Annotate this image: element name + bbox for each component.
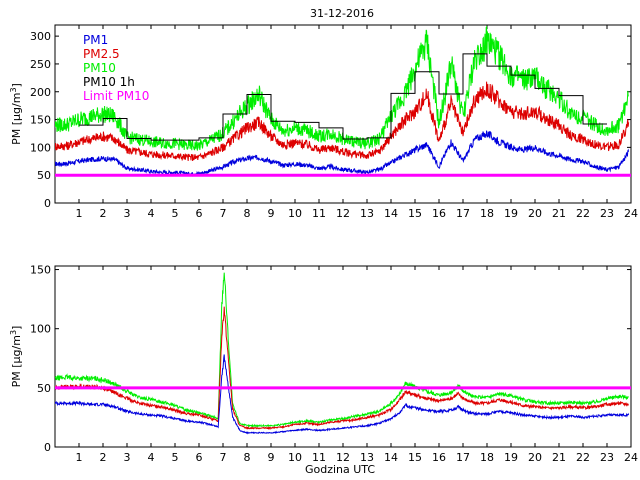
x-tick-label: 9: [268, 207, 275, 220]
x-tick-label: 5: [172, 451, 179, 464]
x-tick-label: 18: [480, 451, 494, 464]
x-tick-label: 14: [384, 207, 398, 220]
y-tick-label: 0: [44, 441, 51, 454]
x-tick-label: 7: [220, 451, 227, 464]
x-tick-label: 23: [600, 451, 614, 464]
x-tick-label: 13: [360, 451, 374, 464]
x-tick-label: 3: [124, 207, 131, 220]
legend-entry: PM1: [83, 33, 108, 47]
x-tick-label: 8: [244, 451, 251, 464]
y-axis-label-text: PM [µg/m: [10, 335, 23, 387]
y-tick-label: 100: [30, 141, 51, 154]
y-tick-label: 250: [30, 58, 51, 71]
x-tick-label: 2: [100, 207, 107, 220]
x-tick-label: 1: [76, 207, 83, 220]
y-axis-label-text: PM [µg/m: [10, 93, 23, 145]
y-axis-label-sup: 3: [9, 330, 18, 335]
x-tick-label: 6: [196, 451, 203, 464]
y-tick-label: 50: [37, 169, 51, 182]
x-tick-label: 16: [432, 451, 446, 464]
y-axis-label: PM [µg/m3]: [9, 326, 23, 388]
x-tick-label: 10: [288, 451, 302, 464]
plot-area: [55, 272, 631, 435]
x-tick-label: 12: [336, 451, 350, 464]
series-line-pm25: [55, 81, 630, 162]
x-tick-label: 21: [552, 451, 566, 464]
x-tick-label: 20: [528, 207, 542, 220]
x-axis-label: Godzina UTC: [305, 463, 375, 476]
x-tick-label: 9: [268, 451, 275, 464]
y-tick-label: 200: [30, 86, 51, 99]
x-tick-label: 6: [196, 207, 203, 220]
x-tick-label: 3: [124, 451, 131, 464]
legend-entry: PM10 1h: [83, 75, 135, 89]
y-tick-label: 150: [30, 114, 51, 127]
x-tick-label: 14: [384, 451, 398, 464]
x-tick-label: 4: [148, 451, 155, 464]
y-tick-label: 150: [30, 264, 51, 277]
x-tick-label: 15: [408, 207, 422, 220]
x-tick-label: 17: [456, 451, 470, 464]
y-tick-label: 50: [37, 382, 51, 395]
series-line-pm10: [55, 25, 629, 151]
x-tick-label: 1: [76, 451, 83, 464]
x-tick-label: 16: [432, 207, 446, 220]
x-tick-label: 19: [504, 207, 518, 220]
y-axis-label-end: ]: [10, 83, 23, 87]
x-tick-label: 8: [244, 207, 251, 220]
x-tick-label: 2: [100, 451, 107, 464]
plot-area: [55, 25, 631, 177]
x-tick-label: 19: [504, 451, 518, 464]
x-tick-label: 4: [148, 207, 155, 220]
x-tick-label: 18: [480, 207, 494, 220]
panel-bottom: 1 2 3 4 5 6 7 8 9 10 11 12 13 14 15 16 17 18 19 20 21 22 23 240…: [9, 264, 638, 464]
y-axis-label: PM [µg/m3]: [9, 83, 23, 145]
x-tick-label: 20: [528, 451, 542, 464]
x-tick-label: 15: [408, 451, 422, 464]
y-tick-label: 0: [44, 197, 51, 210]
panel-top: 1 2 3 4 5 6 7 8 9 10 11 12 13 14 15 16 17 18 19 20 21 22 23 240…: [9, 24, 638, 220]
x-tick-label: 17: [456, 207, 470, 220]
y-tick-label: 100: [30, 323, 51, 336]
legend-entry: Limit PM10: [83, 89, 149, 103]
series-line-pm1: [55, 354, 630, 435]
x-tick-label: 12: [336, 207, 350, 220]
series-line-pm1: [55, 130, 630, 177]
y-axis-label-sup: 3: [9, 87, 18, 92]
x-tick-label: 11: [312, 451, 326, 464]
legend-entry: PM10: [83, 61, 116, 75]
series-line-pm25: [55, 306, 629, 431]
x-tick-label: 23: [600, 207, 614, 220]
x-tick-label: 24: [624, 207, 638, 220]
y-tick-label: 300: [30, 30, 51, 43]
x-tick-label: 22: [576, 451, 590, 464]
series-line-pm10: [55, 272, 629, 429]
legend-entry: PM2.5: [83, 47, 120, 61]
x-tick-label: 13: [360, 207, 374, 220]
x-tick-label: 11: [312, 207, 326, 220]
chart-title: 31-12-2016: [310, 7, 374, 20]
x-tick-label: 5: [172, 207, 179, 220]
x-tick-label: 7: [220, 207, 227, 220]
x-tick-label: 10: [288, 207, 302, 220]
series-line-pm10-1h: [79, 53, 607, 141]
x-tick-label: 24: [624, 451, 638, 464]
x-tick-label: 21: [552, 207, 566, 220]
x-tick-label: 22: [576, 207, 590, 220]
y-axis-label-end: ]: [10, 326, 23, 330]
